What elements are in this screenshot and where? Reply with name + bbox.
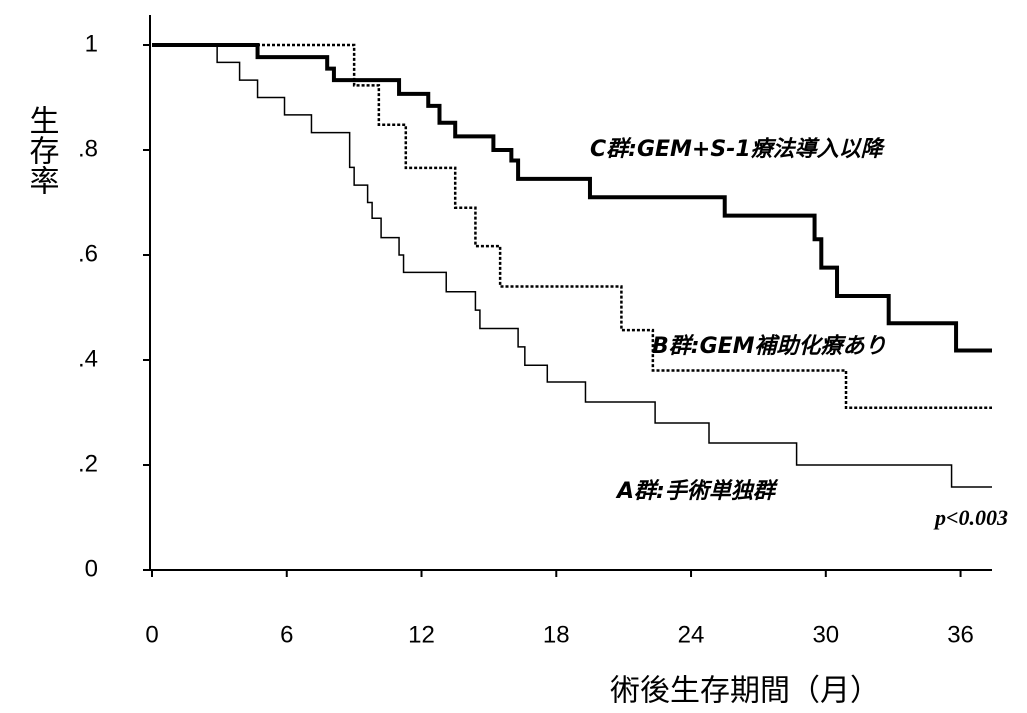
y-tick-label: 0 [85,555,98,582]
annotation: A群:手術単独群 [615,478,779,504]
y-axis-label: 生存率 [24,105,60,195]
x-tick-label: 18 [543,621,570,648]
y-tick-label: .2 [78,450,98,477]
survival-curve [152,43,992,410]
x-tick-label: 0 [145,621,158,648]
survival-curve [152,44,992,488]
x-tick-label: 12 [408,621,435,648]
y-tick-label: .8 [78,135,98,162]
y-tick-label: 1 [85,30,98,57]
y-tick-label: .6 [78,240,98,267]
x-tick-label: 6 [280,621,293,648]
x-axis-label: 術後生存期間（月） [610,674,880,709]
y-tick-label: .4 [78,345,98,372]
annotation: C群:GEM+S-1療法導入以降 [590,136,886,162]
x-tick-label: 36 [947,621,974,648]
annotation: p<0.003 [933,505,1008,530]
survival-curve [152,43,992,353]
x-tick-label: 24 [678,621,705,648]
annotation: B群:GEM補助化療あり [652,334,887,359]
x-tick-label: 30 [812,621,839,648]
